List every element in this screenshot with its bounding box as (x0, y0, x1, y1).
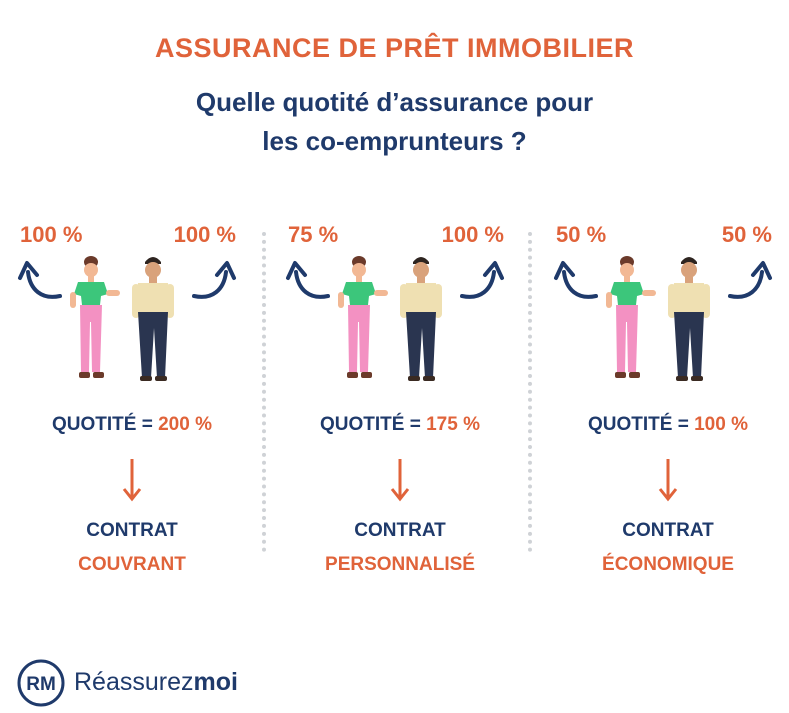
column-separator (528, 232, 532, 552)
scenario-couvrant: 100 % 100 % QUOTITÉ = 200 % C (12, 0, 252, 713)
page-title: ASSURANCE DE PRÊT IMMOBILIER (154, 33, 635, 63)
curved-arrow-right-icon (460, 261, 504, 299)
man-percentage: 100 % (173, 222, 236, 247)
contract-result: CONTRAT ÉCONOMIQUE (602, 520, 734, 575)
man-figure (132, 257, 174, 381)
quotite-total: QUOTITÉ = 100 % (588, 414, 748, 435)
man-figure (668, 257, 710, 381)
arrow-down-icon (658, 459, 678, 502)
scenario-economique: 50 % 50 % QUOTITÉ = 100 % CON (548, 0, 788, 713)
man-figure (400, 257, 442, 381)
man-percentage: 100 % (441, 222, 504, 247)
curved-arrow-left-icon (18, 261, 62, 299)
woman-figure (338, 256, 388, 378)
subtitle-line-2: les co-emprunteurs ? (262, 126, 527, 156)
couple-illustration (18, 256, 236, 381)
quotite-total: QUOTITÉ = 175 % (320, 414, 480, 435)
woman-percentage: 50 % (556, 222, 607, 247)
curved-arrow-left-icon (286, 261, 330, 299)
brand-name: Réassurezmoi (74, 668, 238, 696)
curved-arrow-right-icon (192, 261, 236, 299)
woman-percentage: 100 % (20, 222, 83, 247)
quotite-total: QUOTITÉ = 200 % (52, 414, 212, 435)
reassurezmoi-logo-icon: RM (17, 659, 65, 707)
arrow-down-icon (122, 459, 142, 502)
contract-result: CONTRAT COUVRANT (78, 520, 186, 575)
column-separator (262, 232, 266, 552)
woman-percentage: 75 % (288, 222, 339, 247)
couple-illustration (286, 256, 504, 381)
svg-text:RM: RM (26, 674, 56, 695)
contract-result: CONTRAT PERSONNALISÉ (325, 520, 475, 575)
woman-figure (606, 256, 656, 378)
man-percentage: 50 % (721, 222, 772, 247)
curved-arrow-left-icon (554, 261, 598, 299)
arrow-down-icon (390, 459, 410, 502)
couple-illustration (554, 256, 772, 381)
subtitle-line-1: Quelle quotité d’assurance pour (195, 87, 594, 117)
scenario-personnalise: 75 % 100 % QUOTITÉ = 175 % CO (280, 0, 520, 713)
woman-figure (70, 256, 120, 378)
curved-arrow-right-icon (728, 261, 772, 299)
